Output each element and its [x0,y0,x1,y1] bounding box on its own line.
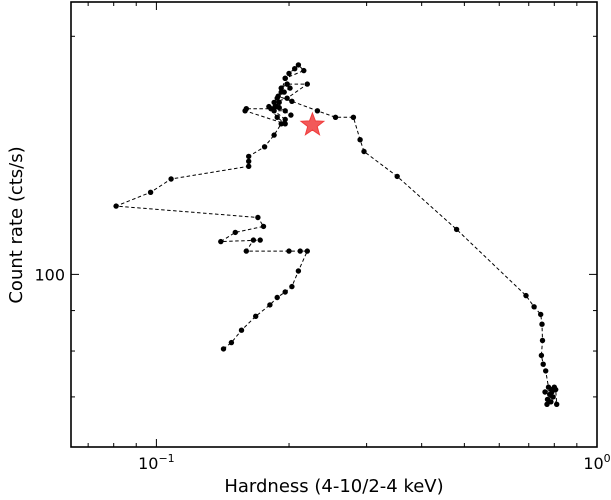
data-point [544,401,550,407]
data-point [304,248,310,254]
data-point [271,99,277,106]
data-point [267,302,273,308]
data-point [292,66,298,72]
data-point [540,361,546,367]
data-point [271,108,277,114]
data-point [220,346,227,352]
data-point [260,223,267,230]
data-point [250,237,257,243]
data-point [301,67,307,74]
data-point [289,98,295,105]
data-point [261,144,268,150]
data-point [282,75,288,82]
data-point [276,99,282,106]
data-point [539,321,545,327]
data-point [523,292,529,299]
data-point [453,226,460,233]
x-tick-label: 10−1 [138,452,175,473]
data-point [271,132,277,138]
tick-label-layer: 10−1 100 100 [34,265,610,473]
data-point [278,85,284,91]
data-point [287,85,293,91]
data-point [314,108,321,114]
data-point [332,114,339,121]
data-point [253,313,259,319]
data-point [147,189,154,195]
data-point [549,389,555,395]
data-point [538,352,545,359]
data-point [246,158,252,164]
data-point [232,229,238,236]
data-point [272,103,278,110]
y-axis-label: Count rate (cts/s) [6,146,27,303]
data-point [548,399,554,405]
highlight-star-marker [299,111,326,136]
data-point [350,114,357,121]
data-point [255,214,261,221]
data-point [281,89,287,95]
data-point [539,337,546,344]
data-point [288,112,294,118]
data-point [531,304,537,310]
data-point [361,148,367,155]
x-tick-label: 100 [583,452,610,473]
data-point [543,368,549,374]
data-point [550,394,556,400]
data-point [243,106,249,112]
data-point [276,104,282,111]
data-point [218,238,224,245]
plot-frame [70,1,598,448]
data-point [257,237,263,243]
data-point [295,62,302,68]
data-point [168,176,174,182]
data-point [228,339,235,346]
tick-layer [71,2,598,447]
data-layer [113,62,560,407]
data-point [295,268,302,274]
data-point [297,248,303,254]
data-point [113,203,119,209]
data-point [284,81,290,87]
data-point [394,173,400,180]
data-point [238,327,245,333]
data-point [282,289,288,295]
data-point [542,389,548,395]
data-point [286,70,292,77]
x-axis-label: Hardness (4-10/2-4 keV) [224,476,443,497]
data-point [357,137,363,143]
data-point [282,108,288,114]
data-point [282,121,288,127]
data-point [243,248,249,254]
data-point [304,81,310,87]
data-point [284,95,290,101]
data-point [246,153,252,160]
data-point [275,93,281,99]
data-point [289,283,295,290]
data-point [274,294,280,301]
data-point [538,311,544,318]
data-point [274,114,280,121]
data-point [554,401,560,407]
y-tick-label: 100 [34,265,65,284]
data-point [286,248,292,254]
data-point [246,163,252,169]
data-point [282,116,288,123]
data-point [278,121,284,127]
